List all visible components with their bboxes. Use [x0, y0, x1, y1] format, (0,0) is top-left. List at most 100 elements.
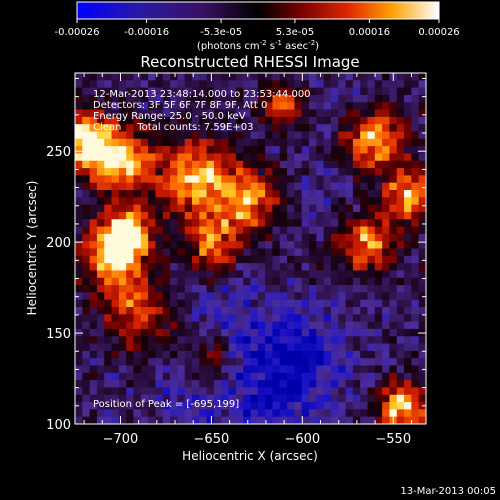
- heatmap-cell: [404, 87, 412, 96]
- heatmap-cell: [155, 328, 164, 337]
- heatmap-cell: [257, 314, 266, 323]
- heatmap-cell: [192, 219, 200, 227]
- heatmap-cell: [345, 197, 354, 206]
- heatmap-cell: [367, 197, 376, 206]
- heatmap-cell: [389, 153, 398, 162]
- heatmap-cell: [396, 372, 405, 381]
- heatmap-cell: [345, 138, 354, 147]
- heatmap-cell: [111, 102, 120, 110]
- heatmap-cell: [96, 175, 105, 184]
- heatmap-cell: [404, 233, 412, 242]
- heatmap-cell: [338, 190, 346, 198]
- heatmap-cell: [316, 138, 325, 147]
- heatmap-cell: [82, 241, 91, 249]
- heatmap-cell: [96, 285, 105, 293]
- heatmap-cell: [235, 372, 244, 381]
- heatmap-cell: [213, 336, 222, 344]
- heatmap-cell: [199, 402, 208, 410]
- heatmap-cell: [148, 211, 156, 220]
- heatmap-cell: [301, 219, 310, 227]
- heatmap-cell: [133, 153, 142, 162]
- heatmap-cell: [228, 321, 237, 330]
- heatmap-cell: [330, 87, 339, 96]
- heatmap-cell: [316, 160, 325, 169]
- heatmap-cell: [192, 241, 200, 249]
- heatmap-cell: [360, 350, 368, 359]
- heatmap-cell: [184, 321, 193, 330]
- heatmap-cell: [133, 263, 142, 271]
- heatmap-cell: [82, 350, 91, 359]
- heatmap-cell: [170, 233, 178, 242]
- heatmap-cell: [316, 394, 325, 403]
- heatmap-cell: [126, 314, 134, 323]
- heatmap-cell: [155, 394, 164, 403]
- heatmap-cell: [104, 219, 112, 227]
- heatmap-cell: [104, 277, 112, 286]
- heatmap-cell: [330, 204, 339, 213]
- heatmap-cell: [162, 409, 171, 418]
- heatmap-cell: [96, 160, 105, 169]
- heatmap-cell: [374, 87, 383, 96]
- heatmap-cell: [89, 160, 98, 169]
- heatmap-cell: [287, 387, 295, 396]
- heatmap-cell: [389, 233, 398, 242]
- heatmap-cell: [192, 160, 200, 169]
- heatmap-cell: [389, 380, 398, 388]
- heatmap-cell: [75, 131, 83, 140]
- heatmap-cell: [257, 131, 266, 140]
- heatmap-cell: [111, 233, 120, 242]
- heatmap-cell: [418, 102, 427, 110]
- heatmap-cell: [279, 124, 288, 132]
- heatmap-cell: [411, 204, 420, 213]
- heatmap-cell: [265, 241, 273, 249]
- heatmap-cell: [199, 80, 208, 89]
- heatmap-cell: [82, 380, 91, 388]
- heatmap-cell: [338, 175, 346, 184]
- heatmap-cell: [140, 402, 149, 410]
- heatmap-cell: [330, 380, 339, 388]
- heatmap-cell: [162, 182, 171, 191]
- heatmap-cell: [367, 380, 376, 388]
- heatmap-cell: [279, 233, 288, 242]
- heatmap-cell: [104, 394, 112, 403]
- heatmap-cell: [104, 80, 112, 89]
- heatmap-cell: [265, 292, 273, 301]
- heatmap-cell: [170, 138, 178, 147]
- heatmap-cell: [228, 263, 237, 271]
- heatmap-cell: [272, 292, 281, 301]
- heatmap-cell: [345, 321, 354, 330]
- heatmap-cell: [287, 190, 295, 198]
- heatmap-cell: [133, 226, 142, 235]
- heatmap-cell: [330, 394, 339, 403]
- heatmap-cell: [111, 87, 120, 96]
- heatmap-cell: [140, 73, 149, 81]
- heatmap-cell: [89, 211, 98, 220]
- heatmap-cell: [148, 116, 156, 125]
- heatmap-cell: [272, 365, 281, 374]
- heatmap-cell: [367, 263, 376, 271]
- heatmap-cell: [192, 402, 200, 410]
- heatmap-cell: [287, 116, 295, 125]
- heatmap-cell: [338, 299, 346, 308]
- heatmap-cell: [177, 365, 186, 374]
- x-tick-label: −650: [194, 432, 230, 447]
- heatmap-cell: [111, 394, 120, 403]
- heatmap-cell: [257, 380, 266, 388]
- heatmap-cell: [389, 197, 398, 206]
- heatmap-cell: [213, 116, 222, 125]
- heatmap-cell: [250, 307, 259, 315]
- heatmap-cell: [228, 248, 237, 257]
- heatmap-cell: [89, 409, 98, 418]
- heatmap-cell: [104, 94, 112, 103]
- heatmap-cell: [272, 270, 281, 279]
- heatmap-cell: [265, 372, 273, 381]
- heatmap-cell: [177, 219, 186, 227]
- heatmap-cell: [221, 263, 229, 271]
- heatmap-cell: [126, 175, 134, 184]
- heatmap-cell: [345, 175, 354, 184]
- heatmap-cell: [170, 263, 178, 271]
- heatmap-cell: [352, 138, 361, 147]
- heatmap-cell: [272, 94, 281, 103]
- heatmap-cell: [162, 285, 171, 293]
- heatmap-cell: [221, 146, 229, 154]
